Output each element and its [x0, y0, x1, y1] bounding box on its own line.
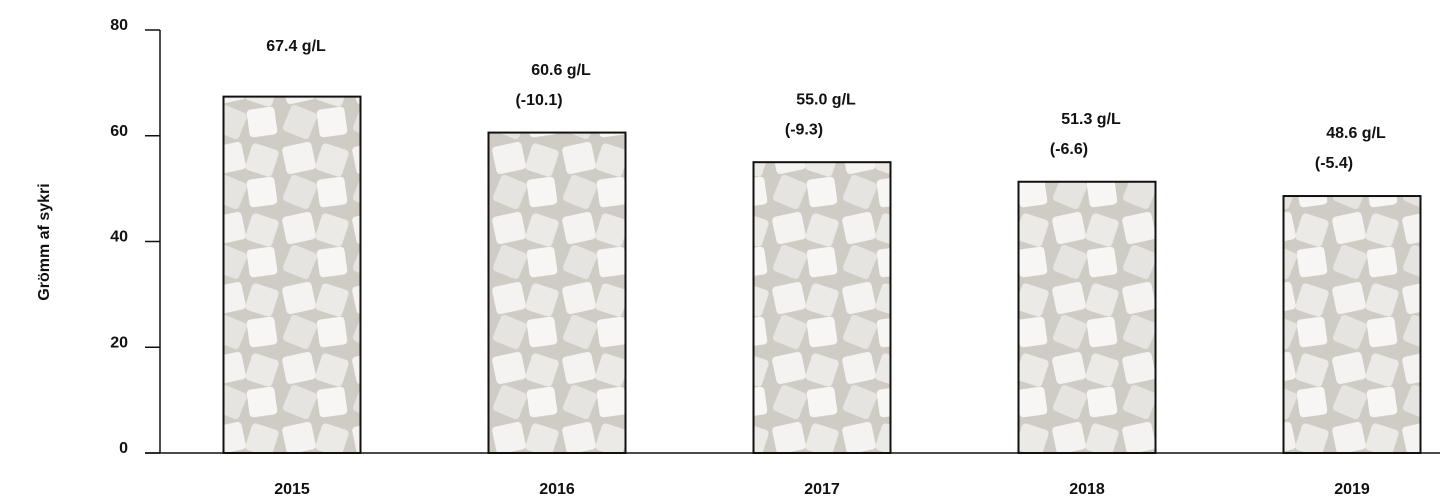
bar — [1017, 180, 1157, 454]
x-tick-label: 2019 — [1334, 481, 1370, 497]
y-tick-label: 60 — [110, 123, 128, 140]
y-tick-label: 80 — [110, 17, 128, 34]
x-tick-label: 2016 — [539, 481, 575, 497]
value-label: 51.3 g/L — [1061, 111, 1121, 128]
bar — [1282, 195, 1422, 454]
y-tick-label: 40 — [110, 229, 128, 246]
value-label: 55.0 g/L — [796, 91, 856, 108]
change-label: (-9.3) — [785, 121, 823, 138]
value-label: 67.4 g/L — [266, 38, 326, 55]
change-label: (-6.6) — [1050, 141, 1088, 158]
value-label: 48.6 g/L — [1326, 125, 1386, 142]
y-axis-label: Grömm af sykri — [36, 183, 53, 300]
value-label: 60.6 g/L — [531, 62, 591, 79]
bar — [752, 161, 892, 454]
bar — [487, 131, 627, 454]
change-label: (-5.4) — [1315, 155, 1353, 172]
x-tick-label: 2015 — [274, 481, 310, 497]
x-tick-label: 2018 — [1069, 481, 1105, 497]
x-tick-label: 2017 — [804, 481, 840, 497]
y-tick-label: 20 — [110, 334, 128, 351]
bar — [222, 95, 362, 454]
change-label: (-10.1) — [515, 92, 562, 109]
y-tick-label: 0 — [119, 440, 128, 457]
